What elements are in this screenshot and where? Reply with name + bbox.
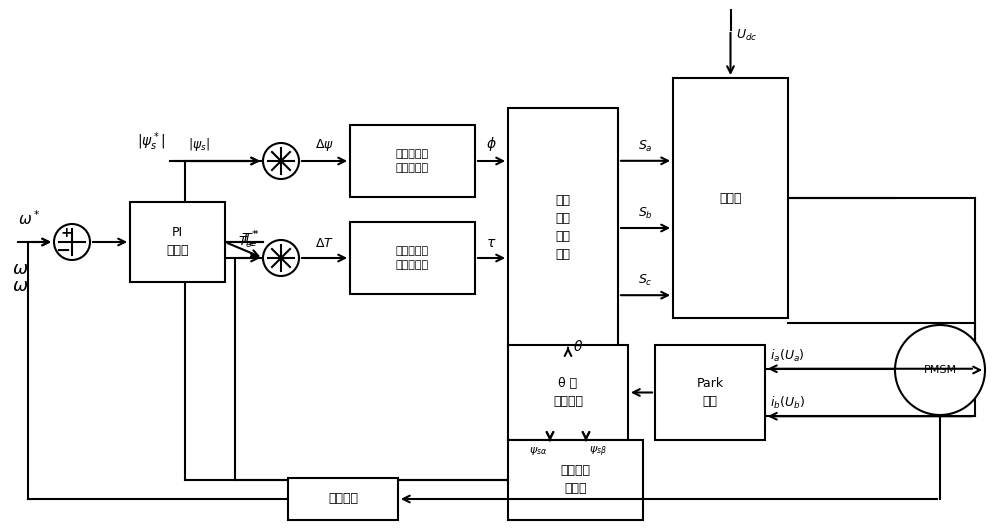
- Text: $S_c$: $S_c$: [638, 273, 653, 288]
- FancyBboxPatch shape: [508, 345, 628, 440]
- Text: PMSM: PMSM: [923, 365, 957, 375]
- Text: $U_{dc}$: $U_{dc}$: [736, 28, 757, 43]
- Text: $\omega$: $\omega$: [12, 277, 28, 295]
- FancyBboxPatch shape: [350, 125, 475, 197]
- Text: $\theta$: $\theta$: [573, 339, 583, 354]
- Circle shape: [263, 240, 299, 276]
- Text: $|\psi_s|$: $|\psi_s|$: [188, 136, 210, 153]
- Text: 开关
状态
信号
选择: 开关 状态 信号 选择: [556, 195, 570, 261]
- Text: 两段式磁链
滞环比较器: 两段式磁链 滞环比较器: [396, 149, 429, 173]
- Text: $i_b(U_b)$: $i_b(U_b)$: [770, 395, 805, 411]
- Text: $T_e^*$: $T_e^*$: [243, 230, 259, 250]
- Text: $T_e$: $T_e$: [238, 235, 253, 250]
- Text: +: +: [61, 226, 72, 240]
- Text: PI
调节器: PI 调节器: [166, 226, 189, 258]
- Text: $S_b$: $S_b$: [638, 206, 653, 221]
- FancyBboxPatch shape: [508, 440, 643, 520]
- Text: $|\psi_s^*|$: $|\psi_s^*|$: [137, 131, 165, 153]
- Text: $\Delta\psi$: $\Delta\psi$: [315, 137, 334, 153]
- FancyBboxPatch shape: [673, 78, 788, 318]
- Circle shape: [263, 143, 299, 179]
- Text: $\phi$: $\phi$: [486, 135, 497, 153]
- FancyBboxPatch shape: [130, 202, 225, 282]
- Text: $\psi_{s\beta}$: $\psi_{s\beta}$: [589, 445, 607, 459]
- Text: $S_a$: $S_a$: [638, 139, 653, 154]
- Circle shape: [895, 325, 985, 415]
- Text: $\omega^*$: $\omega^*$: [18, 209, 41, 228]
- FancyBboxPatch shape: [350, 222, 475, 294]
- Text: 三段式转矩
滞环比较器: 三段式转矩 滞环比较器: [396, 246, 429, 270]
- Text: Park
变换: Park 变换: [696, 377, 724, 408]
- Text: $\psi_{s\alpha}$: $\psi_{s\alpha}$: [529, 445, 547, 457]
- FancyBboxPatch shape: [655, 345, 765, 440]
- Text: $\tau$: $\tau$: [486, 236, 497, 250]
- Text: 转矩磁链
观测器: 转矩磁链 观测器: [560, 464, 590, 496]
- FancyBboxPatch shape: [288, 478, 398, 520]
- Text: 逆变器: 逆变器: [719, 191, 742, 205]
- Text: $i_a(U_a)$: $i_a(U_a)$: [770, 348, 805, 364]
- Text: $\omega$: $\omega$: [12, 260, 28, 278]
- FancyBboxPatch shape: [508, 108, 618, 348]
- Text: $T_e^*$: $T_e^*$: [241, 230, 257, 250]
- Circle shape: [54, 224, 90, 260]
- Text: $\Delta T$: $\Delta T$: [315, 237, 334, 250]
- Text: θ 新
判定方法: θ 新 判定方法: [553, 377, 583, 408]
- Text: 转速检测: 转速检测: [328, 492, 358, 506]
- Text: −: −: [55, 242, 71, 260]
